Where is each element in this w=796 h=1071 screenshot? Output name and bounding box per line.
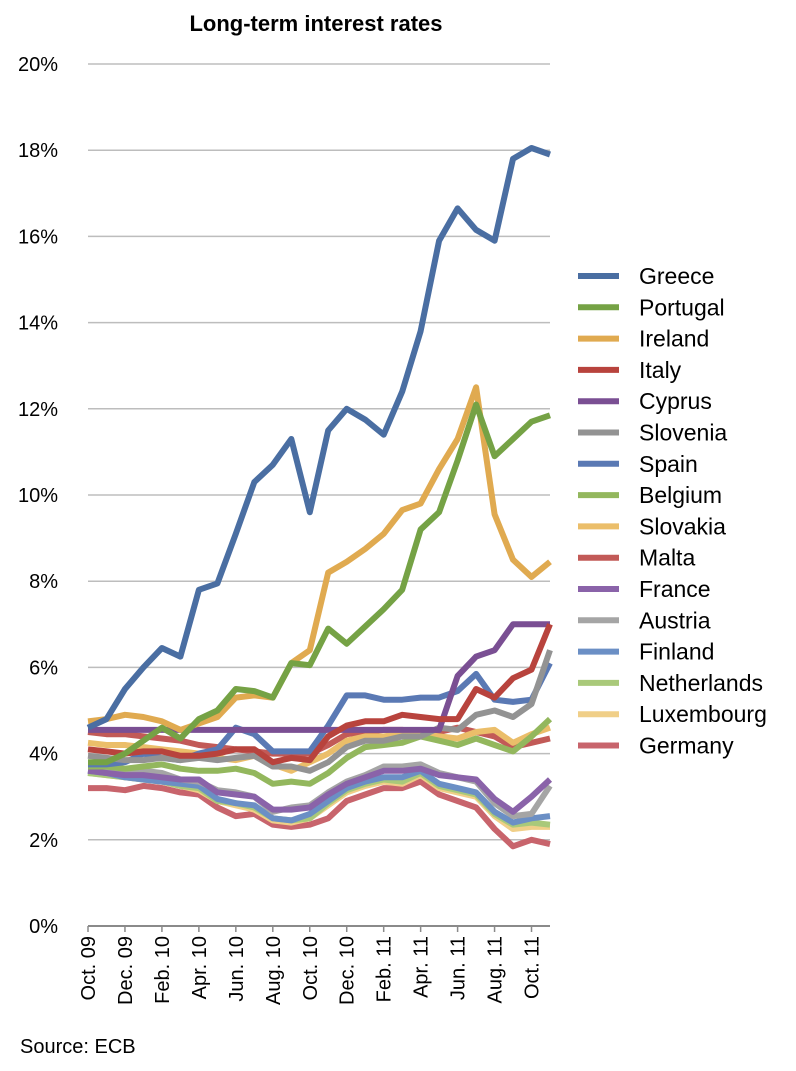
series-line-belgium (88, 716, 553, 787)
legend-label: Cyprus (639, 388, 712, 414)
x-tick-label: Dec. 09 (115, 936, 137, 1005)
series-line-finland (87, 767, 551, 826)
series-line-france (87, 765, 553, 815)
series-line-slovenia (87, 649, 553, 774)
y-tick-label: 12% (18, 399, 58, 421)
legend-label: Slovenia (639, 420, 727, 446)
x-tick-label: Dec. 10 (337, 936, 359, 1005)
y-tick-label: 0% (29, 916, 58, 938)
legend-label: Slovakia (639, 513, 726, 539)
legend-label: Greece (639, 263, 714, 289)
x-tick-label: Feb. 10 (152, 936, 174, 1004)
legend-label: Spain (639, 451, 698, 477)
y-tick-label: 18% (18, 140, 58, 162)
x-tick-label: Feb. 11 (374, 936, 396, 1002)
y-tick-label: 20% (18, 54, 58, 76)
legend-label: Portugal (639, 294, 725, 320)
series-line-ireland (87, 384, 552, 733)
y-tick-label: 6% (29, 657, 58, 679)
y-axis-ticks: 0% 2% 4% 6% 8% 10% 12% 14% 16% 18% 20% (18, 54, 58, 938)
series-line-germany (88, 778, 551, 850)
x-tick-label: Jun. 11 (448, 936, 470, 1000)
series-line-portugal (88, 401, 551, 766)
y-tick-label: 10% (18, 485, 58, 507)
x-tick-label: Aug. 10 (263, 936, 285, 1005)
x-axis-ticks: Oct. 09 Dec. 09 Feb. 10 Apr. 10 Jun. 10 Aug. … (78, 926, 544, 1005)
legend-label: Germany (639, 733, 734, 759)
y-tick-label: 2% (29, 830, 58, 852)
legend-label: Luxembourg (639, 701, 767, 727)
x-tick-label: Apr. 11 (411, 936, 433, 998)
x-tick-label: Jun. 10 (226, 936, 248, 1002)
y-tick-label: 14% (18, 313, 58, 335)
x-tick-label: Oct. 09 (78, 936, 100, 1000)
y-tick-label: 16% (18, 226, 58, 248)
series-line-italy (87, 623, 553, 766)
series-line-greece (86, 145, 551, 731)
source-note: Source: ECB (20, 1036, 136, 1058)
legend-label: Finland (639, 639, 714, 665)
x-tick-label: Oct. 10 (300, 936, 322, 1000)
legend-label: Malta (639, 545, 695, 571)
series-lines (86, 145, 553, 850)
legend-label: Belgium (639, 482, 722, 508)
x-tick-label: Oct. 11 (522, 936, 544, 999)
legend-label: Ireland (639, 326, 709, 352)
x-tick-label: Aug. 11 (485, 936, 507, 1003)
legend: Greece Portugal Ireland Italy Cyprus Slovenia… (578, 263, 767, 759)
legend-label: Austria (639, 607, 711, 633)
legend-label: Italy (639, 357, 682, 383)
legend-label: France (639, 576, 711, 602)
legend-label: Netherlands (639, 670, 763, 696)
chart-title: Long-term interest rates (189, 11, 442, 36)
y-tick-label: 8% (29, 571, 58, 593)
x-tick-label: Apr. 10 (189, 936, 211, 999)
y-tick-label: 4% (29, 744, 58, 766)
